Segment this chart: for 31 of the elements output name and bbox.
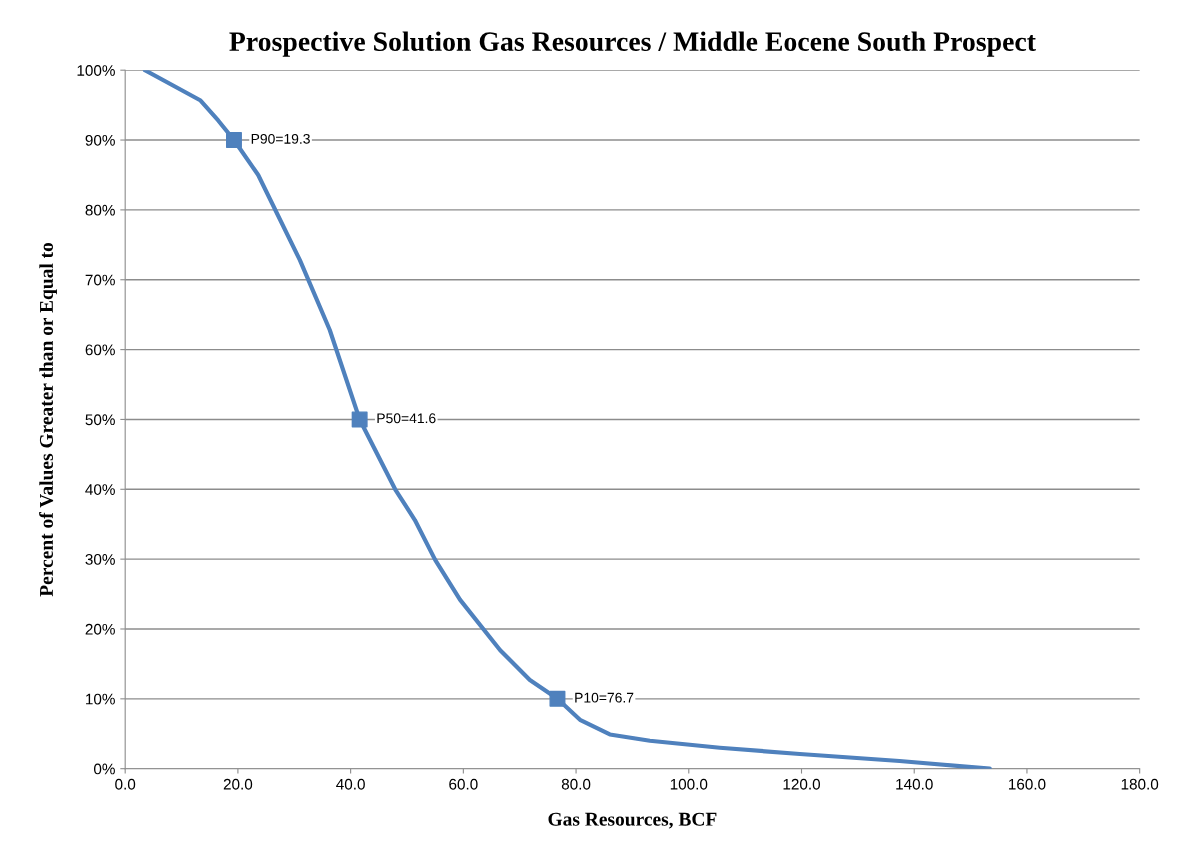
x-tick-label: 80.0 <box>561 778 591 790</box>
y-tick-label: 30% <box>85 554 115 565</box>
x-tick-label: 180.0 <box>1121 778 1159 790</box>
line-series <box>142 70 992 769</box>
x-tick-label: 20.0 <box>223 778 253 790</box>
y-tick-label: 50% <box>85 414 115 426</box>
point <box>351 411 368 428</box>
x-axis-title: Gas Resources, BCF <box>548 812 717 829</box>
y-tick-label: 20% <box>85 623 115 635</box>
x-tick-label: 0.0 <box>115 778 136 790</box>
x-tick-label: 60.0 <box>449 778 478 790</box>
y-tick-label: 40% <box>85 484 115 495</box>
x-tick-label: 100.0 <box>670 778 708 790</box>
y-tick-label: 70% <box>85 274 115 286</box>
x-tick-label: 40.0 <box>336 778 365 790</box>
annotation: P50=41.6 <box>377 413 436 424</box>
point <box>549 690 566 707</box>
y-tick-label: 100% <box>77 65 115 76</box>
x-tick-label: 140.0 <box>896 778 933 790</box>
y-tick-label: 90% <box>85 134 115 146</box>
x-tick-label: 120.0 <box>783 778 821 790</box>
y-tick-label: 80% <box>85 204 115 216</box>
x-tick-label: 160.0 <box>1009 778 1046 790</box>
annotation: P90=19.3 <box>251 133 310 144</box>
annotation: P10=76.7 <box>575 692 634 703</box>
y-tick-label: 0% <box>93 763 115 775</box>
y-tick-label: 60% <box>85 344 115 356</box>
chart-title: Prospective Solution Gas Resources / Middle Eocene South Prospect <box>229 31 1036 57</box>
y-axis-title: Percent of Values Greater than or Equal to <box>39 242 57 597</box>
y-tick-label: 10% <box>86 693 115 705</box>
point <box>225 132 242 149</box>
